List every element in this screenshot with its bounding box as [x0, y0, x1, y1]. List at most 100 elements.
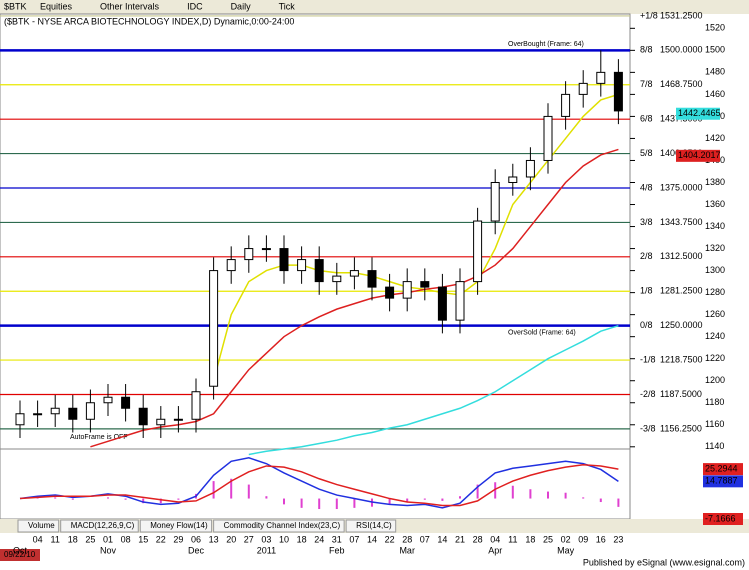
candle-body: [473, 220, 483, 283]
x-tick-label: 11: [508, 534, 517, 544]
x-tick-label: 09: [578, 534, 588, 544]
tab-box[interactable]: [139, 519, 213, 533]
tab-box[interactable]: [213, 519, 345, 533]
histogram-bar: [617, 498, 620, 507]
y-tick-label: 1460: [705, 89, 725, 99]
candle-body: [385, 286, 395, 299]
x-month-label: 2011: [257, 545, 276, 555]
histogram-bar: [54, 497, 57, 499]
candle-body: [578, 82, 588, 95]
value-box-label: 14.7887: [705, 476, 738, 486]
murrey-label: 8/8: [640, 45, 653, 55]
histogram-bar: [230, 478, 233, 499]
x-tick-label: 01: [103, 534, 113, 544]
y-tick-label: 1280: [705, 287, 725, 297]
value-box-label: 1442.4465: [678, 108, 721, 118]
histogram-bar: [142, 498, 145, 504]
histogram-bar: [529, 489, 532, 499]
toolbar-item[interactable]: IDC: [187, 1, 203, 11]
candle-body: [525, 159, 535, 178]
candle-body: [226, 259, 236, 272]
candle-body: [173, 418, 183, 421]
y-tick-label: 1420: [705, 133, 725, 143]
tab-box[interactable]: [345, 519, 397, 533]
x-tick-label: 10: [279, 534, 289, 544]
murrey-label: 2/8: [640, 251, 653, 261]
y-tick-label: 1240: [705, 331, 725, 341]
histogram-bar: [599, 498, 602, 503]
annotation: AutoFrame is OFF: [70, 434, 128, 441]
histogram-bar: [247, 484, 250, 499]
x-tick-label: 16: [596, 534, 606, 544]
histogram-bar: [582, 497, 585, 499]
x-tick-label: 08: [121, 534, 131, 544]
y-tick-label: 1160: [705, 419, 724, 429]
x-tick-label: 02: [561, 534, 571, 544]
candle-body: [209, 270, 219, 387]
toolbar-item[interactable]: Tick: [279, 1, 296, 11]
histogram-bar: [71, 498, 74, 500]
murrey-value: 1281.2500: [660, 286, 703, 296]
histogram-bar: [441, 498, 444, 501]
candle-body: [349, 270, 359, 277]
murrey-label: 3/8: [640, 217, 653, 227]
toolbar-item[interactable]: Daily: [231, 1, 252, 11]
candle-body: [420, 281, 430, 288]
x-tick-label: 06: [191, 534, 201, 544]
histogram-bar: [124, 498, 127, 500]
y-tick-label: 1300: [705, 265, 725, 275]
x-tick-label: 28: [402, 534, 412, 544]
tab[interactable]: Volume: [28, 521, 55, 530]
candle-body: [402, 281, 412, 299]
murrey-value: 1468.7500: [660, 79, 703, 89]
x-tick-label: 18: [297, 534, 307, 544]
x-month-label: Dec: [188, 545, 205, 555]
x-tick-label: 03: [261, 534, 271, 544]
candle-body: [33, 413, 43, 416]
y-tick-label: 1500: [705, 45, 725, 55]
x-tick-label: 18: [525, 534, 535, 544]
tab-box[interactable]: [60, 519, 139, 533]
value-box: [703, 475, 743, 488]
histogram-bar: [212, 481, 215, 499]
candle-body: [455, 281, 465, 321]
annotation: OverBought (Frame: 64): [508, 41, 584, 48]
tab-box[interactable]: [17, 519, 60, 533]
x-month-label: Oct: [13, 545, 28, 555]
line-series: [19, 464, 619, 507]
murrey-label: +1/8: [640, 10, 658, 20]
histogram-bar: [547, 491, 549, 499]
candle-body: [15, 413, 25, 426]
annotation: OverSold (Frame: 64): [508, 330, 576, 337]
x-tick-label: 21: [455, 534, 465, 544]
murrey-value: 1343.7500: [660, 217, 703, 227]
murrey-label: 1/8: [640, 286, 653, 296]
histogram-bar: [459, 496, 461, 499]
tab[interactable]: RSI(14,C): [356, 521, 392, 530]
tab[interactable]: MACD(12,26,9,C): [71, 521, 135, 530]
x-tick-label: 28: [473, 534, 483, 544]
toolbar-item[interactable]: Equities: [40, 1, 73, 11]
x-month-label: Apr: [488, 545, 502, 555]
toolbar-item[interactable]: Other Intervals: [100, 1, 160, 11]
symbol[interactable]: $BTK: [4, 1, 27, 11]
x-tick-label: 04: [33, 534, 43, 544]
murrey-label: 7/8: [640, 79, 653, 89]
tab[interactable]: Money Flow(14): [150, 521, 208, 530]
value-box: [703, 463, 743, 476]
candle-body: [332, 275, 342, 283]
candle-body: [50, 407, 60, 415]
histogram-bar: [335, 498, 338, 510]
candle-body: [314, 259, 324, 283]
x-tick-label: 11: [51, 534, 60, 544]
toolbar: [0, 0, 749, 14]
candle-body: [244, 248, 254, 261]
tab[interactable]: Commodity Channel Index(23,C): [224, 521, 341, 530]
murrey-label: 5/8: [640, 148, 653, 158]
x-tick-label: 07: [420, 534, 430, 544]
y-tick-label: 1380: [705, 177, 725, 187]
footer: Published by eSignal (www.esignal.com): [583, 557, 745, 567]
murrey-value: 1156.2500: [660, 423, 702, 433]
x-tick-label: 27: [244, 534, 254, 544]
murrey-value: 1500.0000: [660, 45, 703, 55]
